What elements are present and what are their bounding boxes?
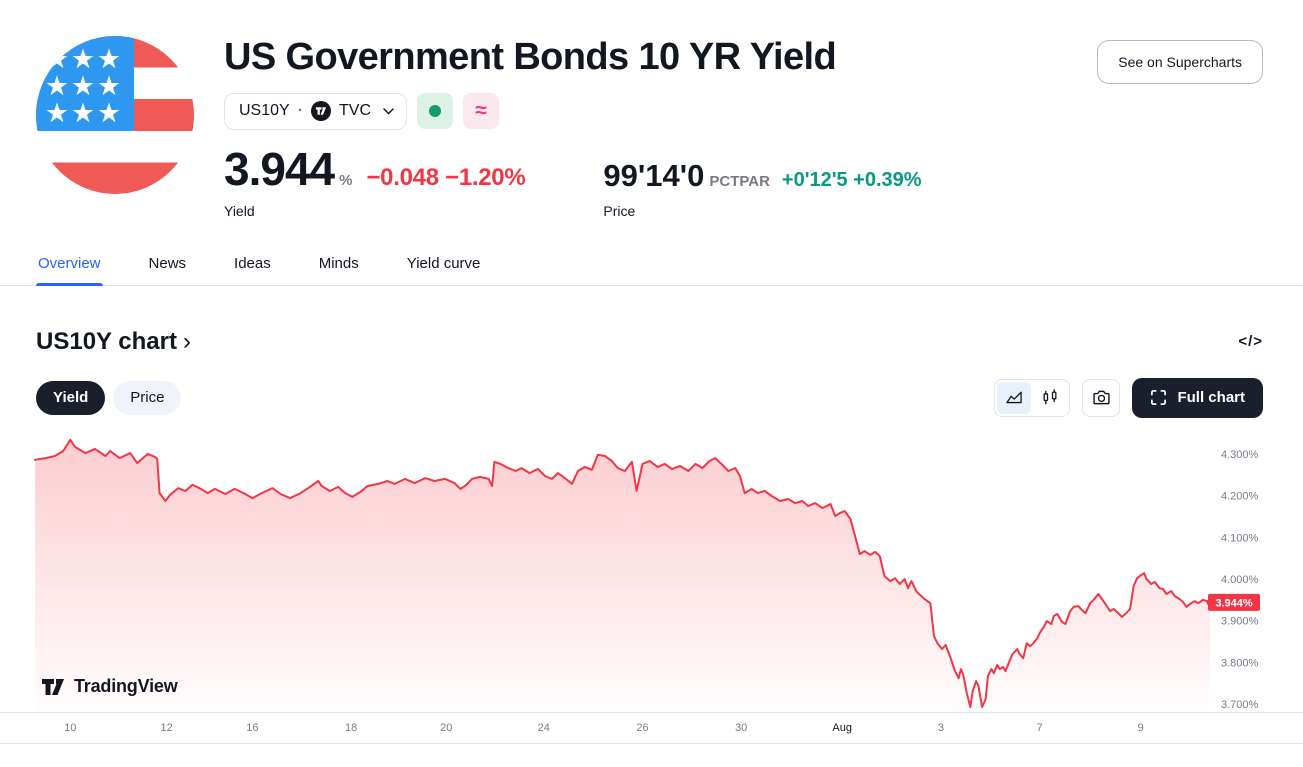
x-axis-label: 26 — [636, 722, 648, 734]
us-flag-icon: ★ ★ ★ ★ ★ ★ ★ ★ ★ — [36, 36, 194, 194]
tab-overview[interactable]: Overview — [36, 245, 103, 286]
dot-separator: · — [297, 102, 304, 120]
tradingview-logo-icon — [42, 678, 64, 695]
x-axis-label: 16 — [246, 722, 258, 734]
see-on-supercharts-button[interactable]: See on Supercharts — [1097, 40, 1263, 84]
last-value-badge-text: 3.944% — [1215, 597, 1253, 609]
chart-toolbar: Full chart — [994, 377, 1263, 418]
last-value-badge — [1208, 593, 1260, 611]
y-axis-label: 4.100% — [1221, 532, 1259, 544]
exchange-name: TVC — [339, 102, 372, 120]
x-axis-label: Aug — [832, 722, 852, 734]
x-axis-label: 7 — [1037, 722, 1043, 734]
symbol-header: ★ ★ ★ ★ ★ ★ ★ ★ ★ US Government Bonds 10 YR Yi… — [0, 0, 1303, 219]
tradingview-exchange-icon — [311, 101, 332, 122]
chart-type-segmented-control — [994, 378, 1071, 417]
tab-minds[interactable]: Minds — [318, 254, 359, 272]
x-axis-label: 18 — [345, 722, 357, 734]
camera-icon — [1093, 390, 1110, 405]
y-axis-label: 3.700% — [1221, 699, 1259, 711]
toggle-yield[interactable]: Yield — [36, 380, 106, 415]
chevron-down-icon — [383, 107, 394, 115]
chart-area: 4.300% 4.200% 4.100% 4.000% 3.900% 3.800% 3.70… — [0, 436, 1303, 748]
y-axis-label: 4.300% — [1221, 449, 1259, 461]
volatility-wave-chip[interactable]: ≈ — [463, 93, 500, 130]
yield-area-chart[interactable]: 4.300% 4.200% 4.100% 4.000% 3.900% 3.800% 3.70… — [0, 436, 1303, 748]
yield-line — [34, 438, 1211, 708]
tab-news[interactable]: News — [148, 254, 187, 272]
full-chart-button[interactable]: Full chart — [1132, 377, 1263, 418]
chevron-right-icon: › — [182, 327, 191, 355]
snapshot-button[interactable] — [1082, 378, 1121, 417]
page-title: US Government Bonds 10 YR Yield — [224, 36, 837, 78]
y-axis-label: 4.000% — [1221, 574, 1259, 586]
price-change: +0'12'5 +0.39% — [781, 168, 922, 191]
wave-icon: ≈ — [475, 99, 487, 123]
tab-yield-curve[interactable]: Yield curve — [406, 254, 481, 272]
embed-code-icon[interactable]: </> — [1238, 333, 1263, 351]
x-axis-label: 12 — [160, 722, 172, 734]
yield-change: −0.048 −1.20% — [366, 163, 526, 191]
yield-unit: % — [339, 171, 353, 189]
candles-icon — [1043, 388, 1057, 404]
toggle-price[interactable]: Price — [113, 380, 182, 415]
symbol-selector-button[interactable]: US10Y · TVC — [224, 92, 408, 130]
x-axis-label: 3 — [938, 722, 944, 734]
price-quote-group: 99'14'0 PCTPAR +0'12'5 +0.39% Price — [603, 160, 921, 219]
area-fill — [35, 439, 1210, 712]
yield-quote-group: 3.944 % −0.048 −1.20% Yield — [224, 142, 526, 219]
y-axis-label: 3.800% — [1221, 657, 1259, 669]
symbol-ticker: US10Y — [239, 102, 290, 120]
chart-heading-link[interactable]: US10Y chart › — [36, 327, 191, 355]
market-status-chip[interactable] — [417, 93, 454, 130]
x-axis-label: 9 — [1138, 722, 1144, 734]
x-axis-label: 30 — [735, 722, 747, 734]
x-axis-label: 20 — [440, 722, 452, 734]
flag-canton: ★ ★ ★ ★ ★ ★ ★ ★ ★ — [36, 36, 134, 131]
y-axis-label: 3.900% — [1221, 615, 1259, 627]
price-unit: PCTPAR — [709, 172, 770, 190]
tab-ideas[interactable]: Ideas — [234, 254, 271, 272]
price-value: 99'14'0 — [603, 157, 705, 193]
price-label: Price — [603, 202, 636, 219]
yield-price-toggle: Yield Price — [36, 380, 182, 415]
tradingview-watermark-link[interactable]: TradingView — [40, 674, 178, 700]
candles-chart-type-button[interactable] — [1033, 382, 1067, 414]
x-axis-label: 10 — [64, 722, 76, 734]
x-axis-label: 24 — [538, 722, 550, 734]
yield-value: 3.944 — [224, 142, 335, 195]
area-chart-icon — [1006, 391, 1023, 403]
y-axis-label: 4.200% — [1221, 490, 1259, 502]
section-tabs: Overview News Ideas Minds Yield curve — [0, 245, 1303, 286]
market-open-dot-icon — [429, 105, 442, 118]
tradingview-watermark-text: TradingView — [74, 676, 178, 697]
fullscreen-icon — [1151, 390, 1167, 406]
area-chart-type-button[interactable] — [997, 381, 1032, 414]
yield-label: Yield — [224, 202, 255, 219]
